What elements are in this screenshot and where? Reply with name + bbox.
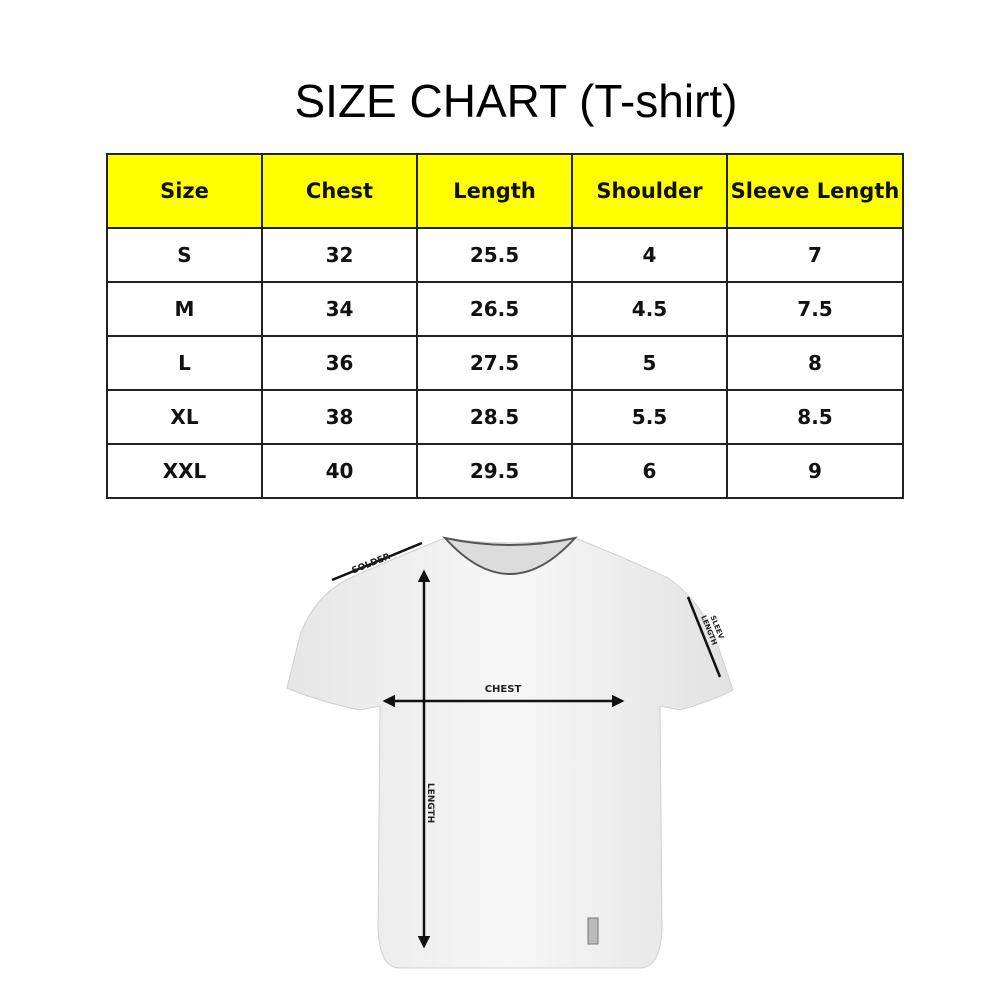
table-cell: 7.5 [726,281,904,337]
table-cell: 6 [571,443,728,499]
table-row: M 34 26.5 4.5 7.5 [106,281,904,337]
page-title: SIZE CHART (T-shirt) [294,75,738,127]
table-cell: 8 [726,335,904,391]
table-cell: 5.5 [571,389,728,445]
table-cell: 7 [726,227,904,283]
size-chart-table: Size Chest Length Shoulder Sleeve Length… [106,153,904,499]
header-cell: Length [416,153,573,229]
header-cell: Chest [261,153,418,229]
table-cell: L [106,335,263,391]
table-cell: 9 [726,443,904,499]
table-cell: 8.5 [726,389,904,445]
table-cell: S [106,227,263,283]
table-row: XXL 40 29.5 6 9 [106,443,904,499]
header-cell: Shoulder [571,153,728,229]
table-cell: 36 [261,335,418,391]
table-cell: 34 [261,281,418,337]
table-cell: 25.5 [416,227,573,283]
table-cell: 40 [261,443,418,499]
tshirt-collar [442,536,578,575]
table-cell: 4 [571,227,728,283]
tshirt-tag [587,917,599,945]
table-row: XL 38 28.5 5.5 8.5 [106,389,904,445]
header-cell: Size [106,153,263,229]
table-cell: M [106,281,263,337]
table-cell: 5 [571,335,728,391]
table-cell: 4.5 [571,281,728,337]
table-row: L 36 27.5 5 8 [106,335,904,391]
chest-label: CHEST [485,684,522,695]
table-cell: 32 [261,227,418,283]
table-header-row: Size Chest Length Shoulder Sleeve Length [106,153,904,229]
table-cell: 26.5 [416,281,573,337]
table-cell: 38 [261,389,418,445]
sleeve-line [686,596,722,678]
tshirt-body [286,537,734,969]
table-cell: XXL [106,443,263,499]
table-cell: 29.5 [416,443,573,499]
shoulder-line [331,541,423,582]
table-cell: XL [106,389,263,445]
table-cell: 27.5 [416,335,573,391]
table-row: S 32 25.5 4 7 [106,227,904,283]
header-cell: Sleeve Length [726,153,904,229]
length-label: LENGTH [425,783,435,823]
table-cell: 28.5 [416,389,573,445]
